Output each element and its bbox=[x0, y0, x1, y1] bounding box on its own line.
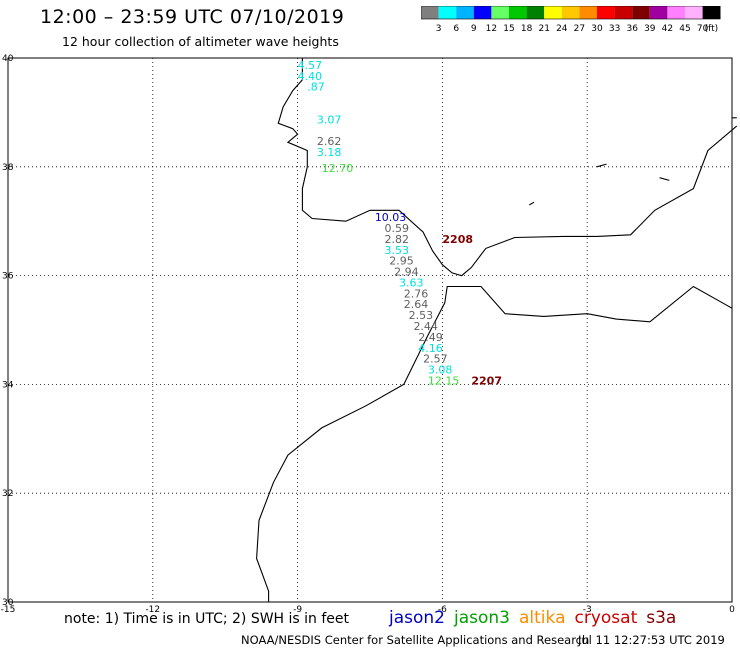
colorbar-label: 18 bbox=[521, 24, 533, 34]
colorbar-label: 27 bbox=[574, 24, 585, 34]
satellite-legend-jason3: jason3 bbox=[454, 608, 510, 628]
satellite-legend-cryosat: cryosat bbox=[574, 608, 638, 628]
wave-height-label: 2.44 bbox=[413, 320, 438, 333]
wave-height-label: 12.15 bbox=[428, 374, 460, 387]
lon-tick-label: -15 bbox=[1, 605, 16, 615]
wave-height-colorbar: 3 6 9 12 15 18 21 24 27 30 33 36 39 42 45 70(ft) bbox=[421, 6, 721, 34]
wave-height-label: 2.76 bbox=[404, 287, 429, 300]
colorbar-swatch bbox=[597, 6, 615, 19]
colorbar-swatch bbox=[438, 6, 457, 19]
lat-tick-label: 38 bbox=[2, 163, 14, 173]
wave-height-label: 2208 bbox=[442, 233, 473, 246]
wave-height-label: .87 bbox=[307, 81, 325, 94]
coastline bbox=[596, 163, 607, 168]
map-frame bbox=[7, 57, 733, 603]
lon-tick-label: 0 bbox=[729, 605, 735, 615]
colorbar-swatch bbox=[667, 6, 685, 19]
colorbar-label: 42 bbox=[662, 24, 673, 34]
colorbar-swatch bbox=[456, 6, 474, 19]
colorbar-label: 15 bbox=[503, 24, 514, 34]
coastline bbox=[256, 285, 733, 602]
colorbar-label: 39 bbox=[644, 24, 656, 34]
colorbar-swatch bbox=[544, 6, 562, 19]
colorbar-swatch bbox=[473, 6, 492, 19]
lat-tick-label: 34 bbox=[2, 380, 14, 390]
colorbar-swatch bbox=[702, 6, 721, 19]
lon-tick-label: -3 bbox=[583, 605, 592, 615]
colorbar-label: 3 bbox=[436, 24, 442, 34]
colorbar-label: 70 bbox=[697, 24, 709, 34]
lat-tick-label: 36 bbox=[2, 272, 14, 282]
colorbar-label: 33 bbox=[609, 24, 620, 34]
colorbar-label: 45 bbox=[679, 24, 690, 34]
colorbar-label: 36 bbox=[626, 24, 638, 34]
coastline bbox=[659, 177, 670, 181]
satellite-legend-s3a: s3a bbox=[646, 608, 677, 628]
wave-height-label: 2.49 bbox=[418, 331, 443, 344]
colorbar-label: 30 bbox=[591, 24, 603, 34]
wave-height-label: 2.62 bbox=[317, 135, 342, 148]
colorbar-swatch bbox=[649, 6, 668, 19]
wave-height-label: 2.82 bbox=[384, 233, 409, 246]
lon-tick-label: -6 bbox=[438, 605, 447, 615]
coastline bbox=[529, 201, 535, 206]
wave-height-label: 2.53 bbox=[409, 309, 434, 322]
lat-tick-label: 30 bbox=[2, 598, 14, 608]
satellite-legend-altika: altika bbox=[519, 608, 566, 628]
footer-note: note: 1) Time is in UTC; 2) SWH is in fe… bbox=[64, 611, 350, 627]
wave-height-label: 3.53 bbox=[384, 244, 409, 257]
colorbar-swatch bbox=[421, 6, 439, 19]
colorbar-swatch bbox=[561, 6, 580, 19]
footer-credit: NOAA/NESDIS Center for Satellite Applica… bbox=[241, 633, 590, 647]
footer-timestamp: Jul 11 12:27:53 UTC 2019 bbox=[578, 633, 725, 647]
colorbar-label: (ft) bbox=[705, 24, 719, 34]
colorbar-swatch bbox=[632, 6, 650, 19]
wave-height-label: 2.64 bbox=[404, 298, 429, 311]
map-title: 12:00 – 23:59 UTC 07/10/2019 bbox=[40, 6, 345, 28]
lon-tick-label: -9 bbox=[293, 605, 302, 615]
colorbar-label: 12 bbox=[486, 24, 497, 34]
wave-height-label: 12.70 bbox=[322, 162, 354, 175]
wave-height-label: 2.94 bbox=[394, 266, 419, 279]
satellite-legend-jason2: jason2 bbox=[389, 608, 445, 628]
colorbar-label: 21 bbox=[538, 24, 549, 34]
wave-height-label: 0.59 bbox=[384, 222, 409, 235]
colorbar-swatch bbox=[685, 6, 703, 19]
wave-height-label: 3.63 bbox=[399, 276, 424, 289]
colorbar-label: 24 bbox=[556, 24, 568, 34]
lat-tick-label: 40 bbox=[2, 54, 14, 64]
colorbar-label: 9 bbox=[471, 24, 477, 34]
wave-height-label: 4.40 bbox=[298, 70, 323, 83]
colorbar-swatch bbox=[526, 6, 545, 19]
wave-height-label: 3.07 bbox=[317, 113, 342, 126]
colorbar-swatch bbox=[579, 6, 597, 19]
lon-tick-label: -12 bbox=[145, 605, 160, 615]
map-subtitle: 12 hour collection of altimeter wave hei… bbox=[62, 34, 339, 49]
wave-height-label: 2.57 bbox=[423, 353, 448, 366]
colorbar-swatch bbox=[491, 6, 509, 19]
colorbar-swatch bbox=[614, 6, 633, 19]
satellite-legend: jason2 jason3 altika cryosat s3a bbox=[389, 608, 685, 628]
colorbar-label: 6 bbox=[453, 24, 459, 34]
lat-tick-label: 32 bbox=[2, 489, 13, 499]
wave-height-label: 3.08 bbox=[428, 364, 453, 377]
wave-height-label: 3.18 bbox=[317, 146, 342, 159]
colorbar-swatch bbox=[509, 6, 527, 19]
wave-height-label: 2.95 bbox=[389, 255, 414, 268]
coastline bbox=[277, 58, 738, 277]
wave-height-label: 10.03 bbox=[375, 211, 407, 224]
wave-height-label: 4.57 bbox=[298, 59, 323, 72]
wave-height-label: 4.16 bbox=[418, 342, 443, 355]
wave-height-label: 2207 bbox=[471, 374, 502, 387]
